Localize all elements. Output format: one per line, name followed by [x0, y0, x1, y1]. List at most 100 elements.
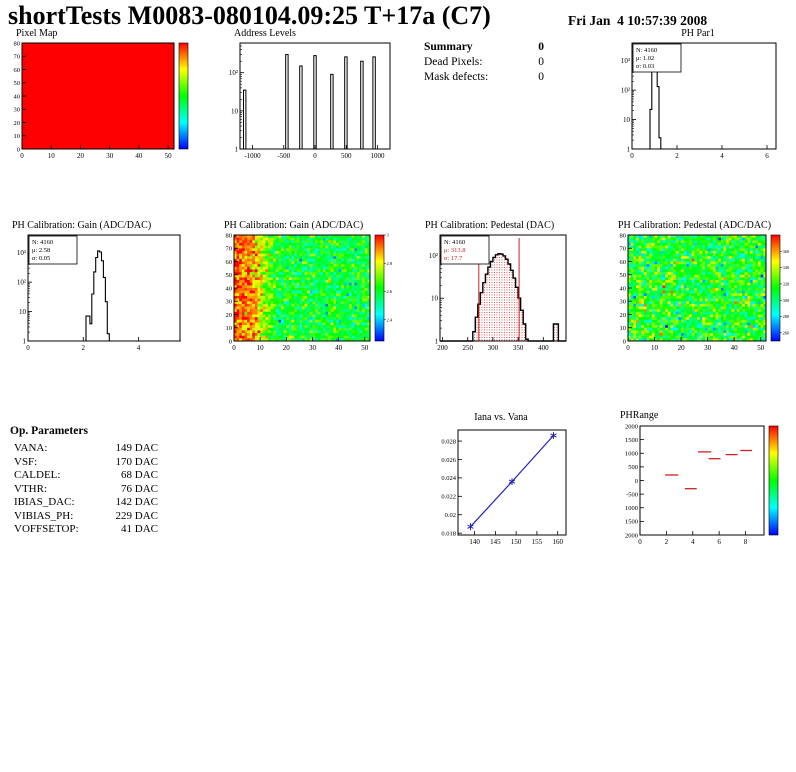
svg-text:20: 20: [77, 152, 85, 160]
op-parameter-label: VTHR:: [14, 482, 47, 495]
svg-text:50: 50: [361, 344, 369, 352]
svg-text:10: 10: [620, 325, 627, 332]
op-parameter-row: VANA: 149 DAC: [10, 442, 158, 456]
svg-text:2.8: 2.8: [387, 261, 393, 266]
svg-text:-500: -500: [277, 152, 290, 160]
svg-text:30: 30: [14, 107, 21, 114]
svg-text:30: 30: [704, 344, 712, 352]
svg-text:2: 2: [675, 152, 679, 160]
svg-text:500: 500: [341, 152, 352, 160]
svg-text:4: 4: [691, 538, 695, 546]
op-parameters-panel: Op. Parameters VANA: 149 DAC VSF: 170 DAC …: [10, 424, 160, 546]
op-parameter-value: 229 DAC: [115, 509, 158, 522]
svg-text:260: 260: [783, 330, 791, 335]
summary-row: Dead Pixels: 0: [424, 55, 544, 70]
svg-text:0.026: 0.026: [441, 457, 456, 464]
svg-text:40: 40: [335, 344, 343, 352]
svg-text:0.022: 0.022: [441, 494, 456, 501]
ph-range-panel: PHRange 0 2 4 6 8 2000 1500 1000 500 0 -500 1000 150…: [614, 410, 792, 548]
pixel-map-panel: Pixel Map 0 10 20 30 40 50 0 10 20 30 40 50 60 70 80: [8, 28, 200, 162]
svg-text:60: 60: [14, 67, 21, 74]
svg-text:10: 10: [431, 295, 439, 303]
svg-text:0: 0: [232, 344, 236, 352]
svg-text:N: 4160: N: 4160: [32, 239, 53, 246]
op-parameter-value: 149 DAC: [115, 442, 158, 454]
svg-text:500: 500: [628, 464, 638, 471]
svg-text:350: 350: [513, 344, 524, 352]
svg-text:160: 160: [552, 538, 563, 546]
svg-text:10: 10: [257, 344, 265, 352]
op-parameter-label: VOFFSETOP:: [14, 523, 79, 535]
svg-text:0.02: 0.02: [445, 512, 456, 519]
op-parameter-label: IBIAS_DAC:: [14, 496, 75, 508]
svg-text:50: 50: [14, 80, 21, 87]
svg-text:0: 0: [638, 538, 642, 546]
svg-text:1: 1: [435, 338, 439, 346]
svg-text:1: 1: [23, 338, 27, 346]
svg-text:20: 20: [226, 312, 233, 319]
op-parameter-value: 142 DAC: [115, 496, 158, 508]
svg-text:-500: -500: [626, 491, 638, 498]
op-parameter-value: 170 DAC: [115, 455, 158, 468]
svg-text:4: 4: [720, 152, 724, 160]
op-parameter-value: 68 DAC: [121, 469, 158, 481]
svg-text:10²: 10²: [429, 252, 438, 260]
svg-text:0: 0: [229, 338, 232, 345]
gain-heatmap: 0 10 20 30 40 50 0 10 20 30 40 50 60 70 80 3 2.8 2.6 2.4: [226, 232, 393, 352]
svg-text:30: 30: [226, 299, 233, 306]
op-parameter-value: 41 DAC: [121, 523, 158, 535]
svg-text:340: 340: [783, 265, 791, 270]
gain-histogram-title: PH Calibration: Gain (ADC/DAC): [12, 220, 152, 231]
svg-text:3: 3: [387, 233, 390, 238]
summary-row: Mask defects: 0: [424, 70, 544, 85]
svg-text:μ: 313.8: μ: 313.8: [444, 247, 466, 254]
svg-text:0: 0: [623, 338, 626, 345]
svg-text:80: 80: [14, 40, 21, 47]
gain-map-title: PH Calibration: Gain (ADC/DAC): [224, 220, 364, 231]
gain-histogram-panel: PH Calibration: Gain (ADC/DAC) 0 2 4 1 10 10²…: [8, 220, 188, 354]
svg-text:155: 155: [532, 538, 543, 546]
svg-text:50: 50: [226, 272, 233, 279]
summary-row-label: Dead Pixels:: [424, 56, 483, 68]
op-parameter-label: VSF:: [14, 455, 38, 468]
svg-text:2.4: 2.4: [387, 317, 393, 322]
svg-text:0.024: 0.024: [441, 475, 456, 482]
op-parameter-row: VTHR: 76 DAC: [10, 483, 158, 497]
op-parameter-row: IBIAS_DAC: 142 DAC: [10, 496, 158, 510]
svg-text:60: 60: [620, 259, 627, 266]
svg-text:40: 40: [14, 93, 21, 100]
svg-text:10: 10: [623, 116, 631, 124]
svg-text:0.018: 0.018: [441, 530, 456, 537]
svg-text:400: 400: [538, 344, 549, 352]
svg-text:10: 10: [651, 344, 659, 352]
gain-map-panel: PH Calibration: Gain (ADC/DAC) 0 10 20 30 40…: [220, 220, 396, 354]
svg-text:σ: 0.05: σ: 0.05: [32, 255, 50, 262]
svg-text:1500: 1500: [625, 437, 638, 444]
op-parameter-label: VIBIAS_PH:: [14, 509, 74, 522]
svg-text:40: 40: [620, 285, 627, 292]
svg-text:0.028: 0.028: [441, 438, 456, 445]
svg-text:2.6: 2.6: [387, 289, 393, 294]
svg-text:320: 320: [783, 282, 791, 287]
svg-text:140: 140: [469, 538, 480, 546]
svg-text:1: 1: [627, 146, 631, 154]
op-parameter-row: VSF: 170 DAC: [10, 456, 158, 470]
op-parameters-title: Op. Parameters: [10, 425, 88, 437]
summary-row-label: Mask defects:: [424, 71, 489, 83]
summary-row-value: 0: [538, 71, 544, 83]
op-parameter-value: 76 DAC: [121, 482, 158, 495]
address-levels-title: Address Levels: [234, 28, 296, 39]
svg-text:30: 30: [309, 344, 317, 352]
svg-text:2000: 2000: [625, 532, 638, 539]
svg-text:1500: 1500: [625, 519, 638, 526]
ph-range-chart: 0 2 4 6 8 2000 1500 1000 500 0 -500 1000 1500 2000: [625, 423, 779, 546]
svg-text:30: 30: [620, 299, 627, 306]
svg-text:σ: 0.03: σ: 0.03: [636, 63, 654, 70]
address-levels-histogram: -1000 -500 0 500 1000 1 10 10²: [229, 42, 391, 160]
op-parameter-row: VOFFSETOP: 41 DAC: [10, 523, 158, 537]
svg-text:σ: 17.7: σ: 17.7: [444, 255, 463, 262]
pixel-map-title: Pixel Map: [16, 28, 58, 39]
